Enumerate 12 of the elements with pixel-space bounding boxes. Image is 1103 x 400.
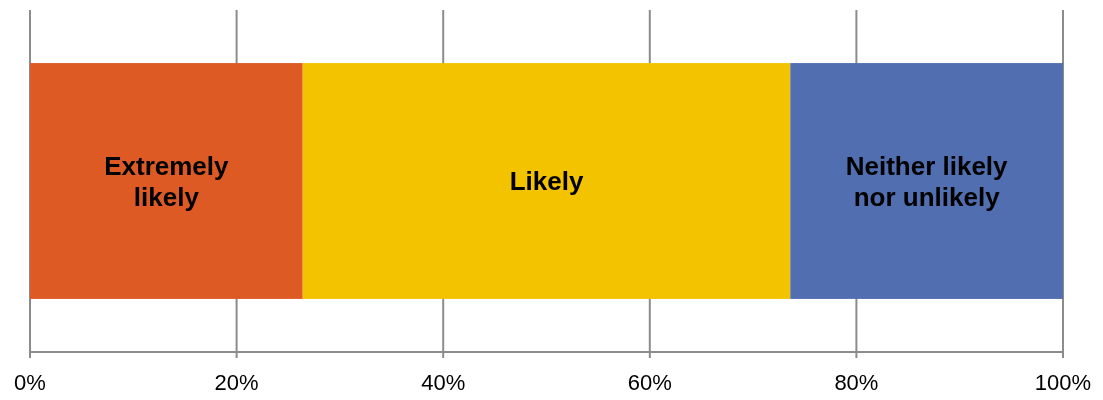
bar xyxy=(30,63,303,299)
series-label: Likely xyxy=(509,166,584,196)
x-tick-label: 100% xyxy=(1034,370,1092,395)
x-tick-label: 60% xyxy=(627,370,672,395)
series-label: Neither likely nor unlikely xyxy=(845,150,1009,212)
x-tick-label: 0% xyxy=(14,370,46,395)
x-tick-label: 80% xyxy=(834,370,879,395)
bar xyxy=(302,63,791,299)
x-tick-label: 40% xyxy=(421,370,466,395)
x-tick-label: 20% xyxy=(214,370,259,395)
bar xyxy=(790,63,1063,299)
series-label: Extremely likely xyxy=(104,150,230,212)
